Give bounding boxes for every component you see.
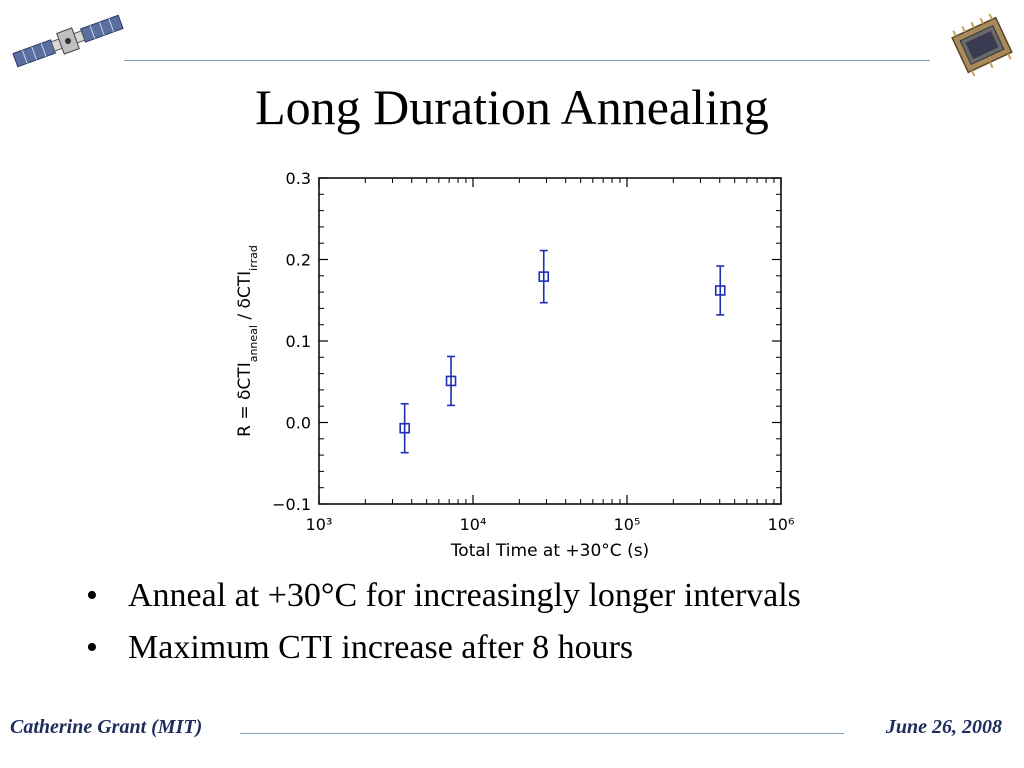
x-tick-label: 10⁶ (768, 515, 795, 534)
x-axis-tick-labels: 10³ 10⁴ 10⁵ 10⁶ (306, 515, 795, 534)
slide-title: Long Duration Annealing (255, 79, 769, 135)
x-axis-ticks (318, 178, 782, 504)
x-tick-label: 10⁴ (460, 515, 487, 534)
y-axis-label: R = δCTIanneal / δCTIirrad (235, 245, 260, 437)
satellite-icon (12, 14, 124, 68)
data-points (399, 249, 726, 454)
y-tick-label: 0.3 (286, 169, 311, 188)
bullet-item: • Maximum CTI increase after 8 hours (86, 629, 634, 666)
x-axis-label: Total Time at +30°C (s) (450, 541, 649, 560)
ccd-chip-icon (951, 13, 1013, 77)
data-point (399, 422, 410, 434)
y-axis-tick-labels: −0.1 0.0 0.1 0.2 0.3 (272, 169, 311, 514)
y-tick-label: −0.1 (272, 495, 311, 514)
data-point (714, 285, 726, 296)
y-axis-ticks (319, 177, 781, 505)
header-rule (124, 60, 930, 61)
footer-author: Catherine Grant (MIT) (10, 716, 203, 738)
x-tick-label: 10³ (306, 515, 333, 534)
bullet-text: Maximum CTI increase after 8 hours (128, 629, 634, 666)
y-tick-label: 0.1 (286, 332, 311, 351)
data-point (538, 271, 550, 282)
footer-date: June 26, 2008 (885, 716, 1002, 738)
x-tick-label: 10⁵ (614, 515, 641, 534)
y-tick-label: 0.0 (286, 414, 311, 433)
bullet-item: • Anneal at +30°C for increasingly longer… (86, 577, 801, 614)
data-point (445, 375, 457, 387)
y-tick-label: 0.2 (286, 251, 311, 270)
annealing-chart: 10³ 10⁴ 10⁵ 10⁶ −0.1 0.0 0.1 0.2 0.3 Total Time… (235, 169, 795, 560)
footer-rule (240, 733, 844, 734)
plot-frame (318, 177, 782, 505)
bullet-text: Anneal at +30°C for increasingly longer … (128, 577, 801, 614)
bullet-list: • Anneal at +30°C for increasingly longer… (86, 574, 801, 678)
